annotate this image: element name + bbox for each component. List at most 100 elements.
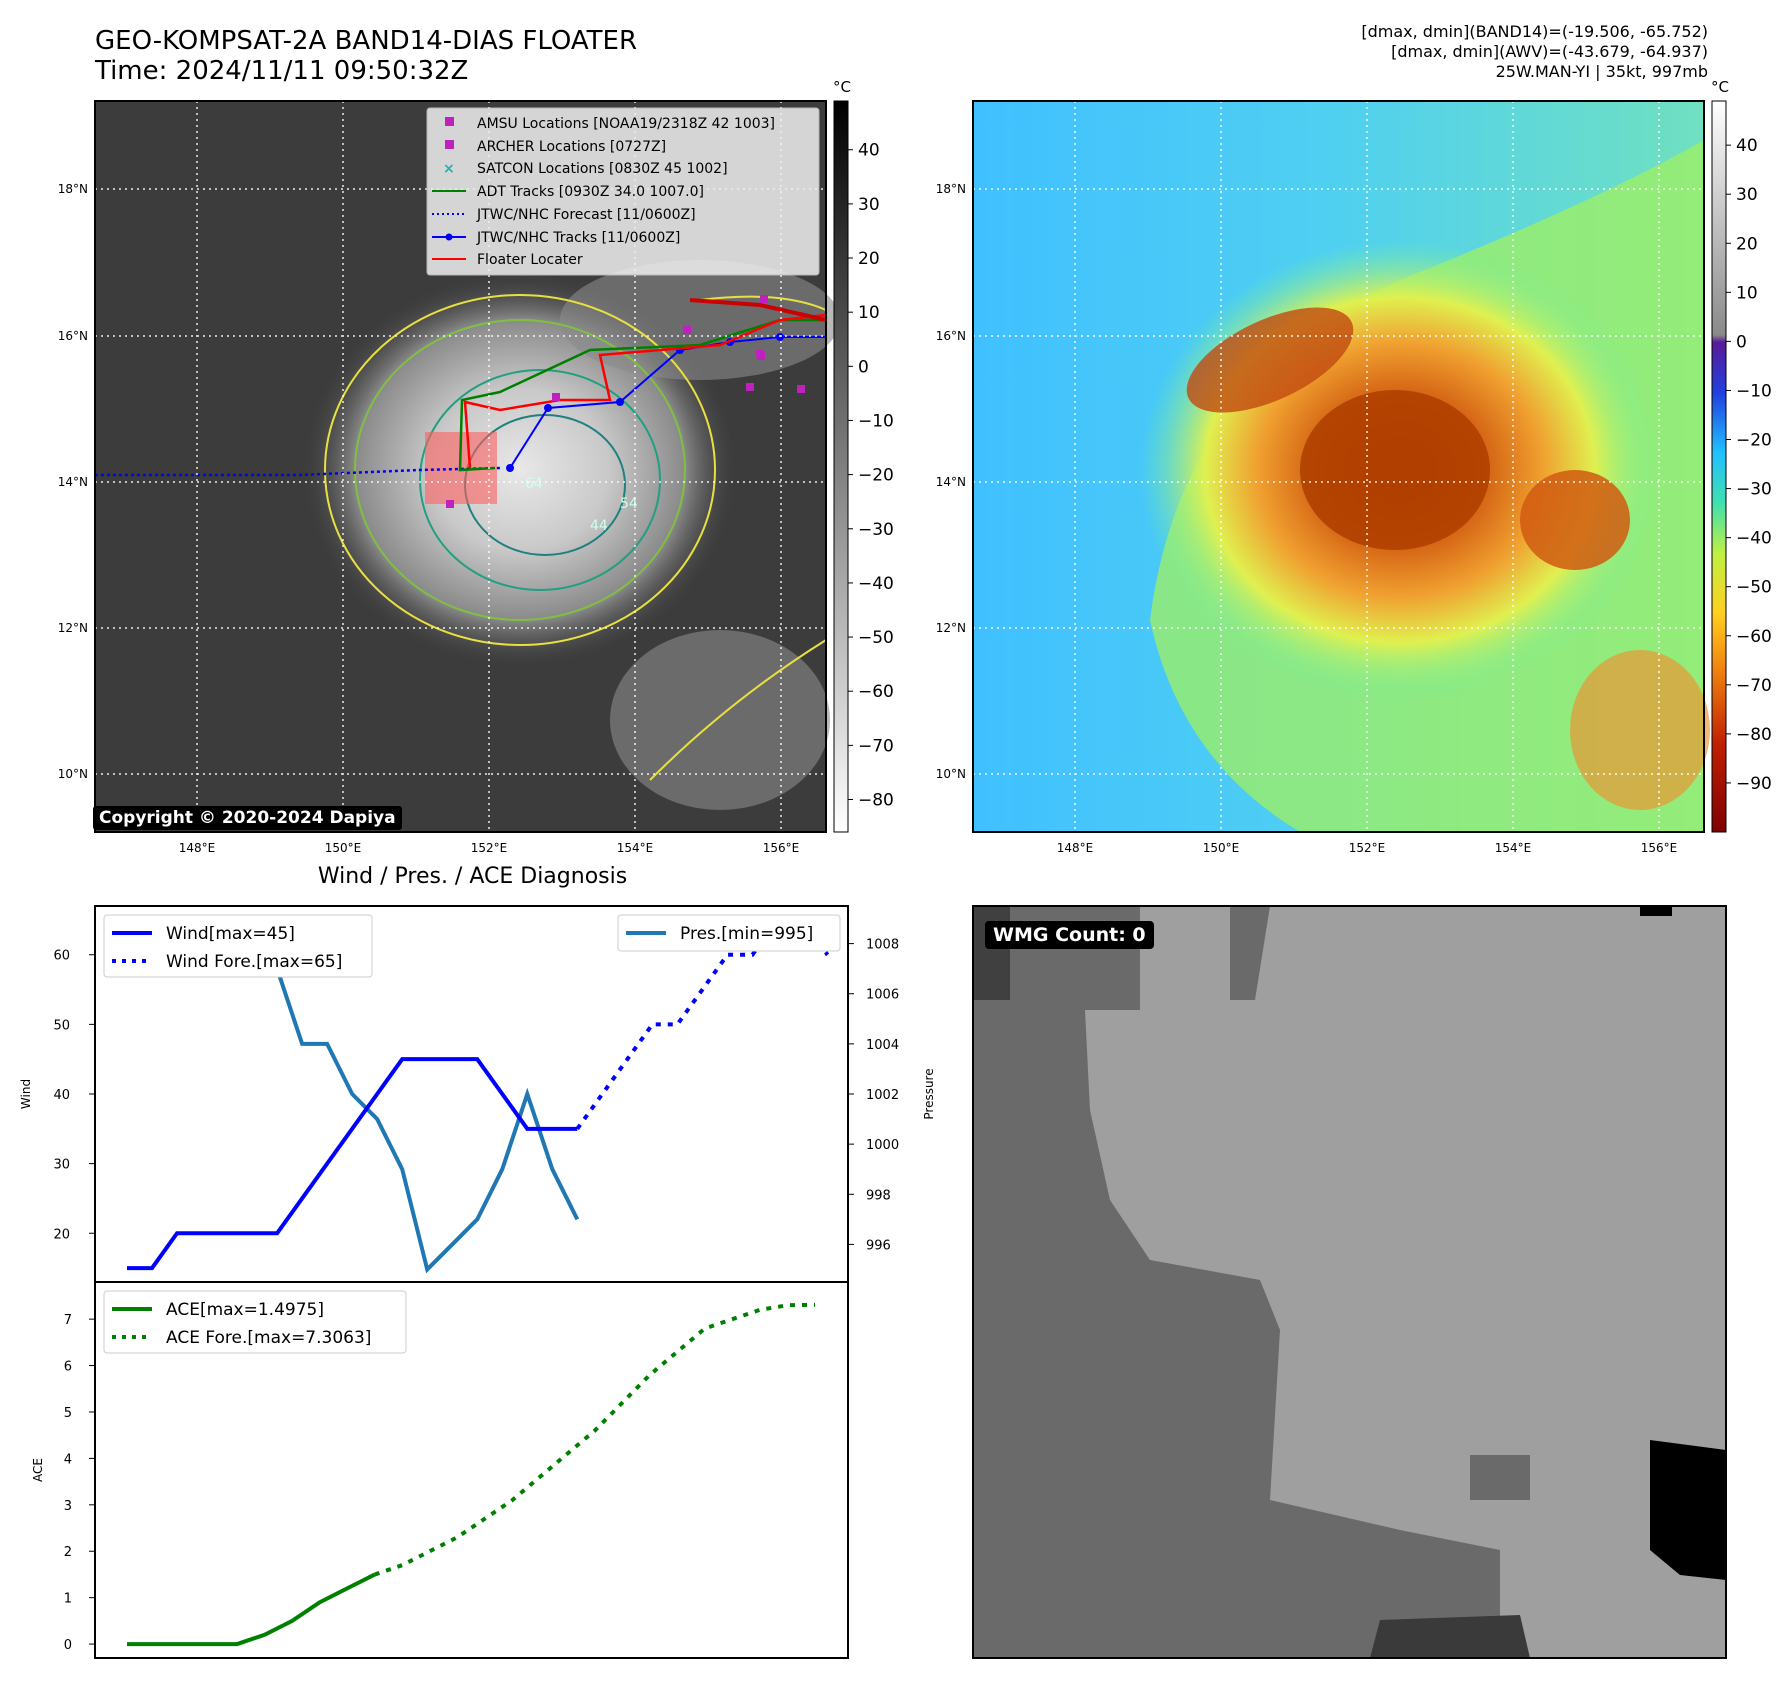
ace-line bbox=[127, 1572, 376, 1647]
wind-ytick-label: 60 bbox=[53, 949, 70, 964]
storm-info: [dmax, dmin](BAND14)=(-19.506, -65.752) … bbox=[1361, 22, 1708, 82]
gray-colorbar-unit: °C bbox=[833, 78, 851, 96]
pres-ytick-label: 1002 bbox=[866, 1088, 899, 1103]
legend-amsu: AMSU Locations [NOAA19/2318Z 42 1003] bbox=[477, 116, 775, 132]
lat-tick: 10°N bbox=[58, 767, 88, 781]
amsu-markers bbox=[446, 295, 805, 508]
pres-ytick-label: 1006 bbox=[866, 988, 899, 1003]
legend-box bbox=[426, 107, 820, 276]
legend-satcon-marker: × bbox=[443, 161, 455, 177]
wmg-dark-bottom bbox=[1370, 1615, 1530, 1658]
legend-locater: Floater Locater bbox=[477, 252, 583, 268]
title-line-2: Time: 2024/11/11 09:50:32Z bbox=[95, 56, 469, 86]
contour-green bbox=[354, 319, 686, 621]
legend-archer: ARCHER Locations [0727Z] bbox=[477, 139, 666, 155]
legend-amsu-marker bbox=[445, 117, 454, 126]
wmg-patch bbox=[1470, 1455, 1530, 1500]
ace-panel: 0 1 2 3 4 5 6 7 ACE ACE[max=1.4975] ACE Fore.[m… bbox=[31, 1281, 849, 1659]
color-map-frame bbox=[972, 100, 1705, 833]
figure-title: GEO-KOMPSAT-2A BAND14-DIAS FLOATER Time:… bbox=[95, 26, 637, 86]
lat-tick: 10°N bbox=[936, 767, 966, 781]
colorbar-tick-label: −30 bbox=[858, 520, 894, 540]
color-ir-map bbox=[972, 100, 1710, 833]
color-map-gridlines bbox=[973, 101, 1704, 832]
copyright-badge: Copyright © 2020-2024 Dapiya bbox=[93, 806, 402, 830]
colorbar-tick-label: 10 bbox=[1736, 283, 1758, 303]
cloud-band-ne bbox=[560, 260, 840, 380]
lat-tick: 14°N bbox=[58, 475, 88, 489]
contour-label-64: 64 bbox=[525, 476, 543, 492]
colorbar-tick-label: 40 bbox=[1736, 136, 1758, 156]
colorbar-tick-label: −20 bbox=[1736, 431, 1772, 451]
lon-tick: 156°E bbox=[763, 841, 800, 855]
pres-ytick-label: 1008 bbox=[866, 938, 899, 953]
gray-colorbar: °C 40 30 20 10 0 −10 −20 −30 −40 −50 −60 −70 −80 bbox=[833, 78, 894, 833]
pressure-ylabel: Pressure bbox=[922, 1068, 936, 1119]
pres-ytick-label: 1004 bbox=[866, 1038, 899, 1053]
wmg-dark-strip bbox=[1230, 906, 1270, 1000]
wind-legend-text: Wind[max=45] bbox=[166, 924, 295, 944]
lon-tick: 154°E bbox=[1495, 841, 1532, 855]
ace-ytick-label: 1 bbox=[64, 1592, 72, 1607]
ace-ytick-label: 5 bbox=[64, 1406, 72, 1421]
wmg-frame bbox=[972, 905, 1727, 1659]
wmg-dark-region bbox=[973, 906, 1500, 1658]
color-colorbar-unit: °C bbox=[1711, 78, 1729, 96]
legend-forecast: JTWC/NHC Forecast [11/0600Z] bbox=[476, 207, 696, 223]
colorbar-tick-label: −40 bbox=[1736, 529, 1772, 549]
lon-tick: 156°E bbox=[1641, 841, 1678, 855]
lat-tick: 16°N bbox=[58, 329, 88, 343]
colorbar-tick-label: −40 bbox=[858, 574, 894, 594]
wmg-panel bbox=[972, 905, 1727, 1659]
lat-tick: 18°N bbox=[936, 182, 966, 196]
contour-band-2 bbox=[649, 639, 827, 781]
ace-legend-text: ACE[max=1.4975] bbox=[166, 1300, 324, 1320]
ace-ytick-label: 0 bbox=[64, 1638, 72, 1653]
wind-pressure-panel: 20 30 40 50 60 996 998 1000 1002 1004 1006 1008 Wi… bbox=[19, 905, 936, 1283]
wind-ytick-label: 50 bbox=[53, 1018, 70, 1033]
ace-fore-legend-text: ACE Fore.[max=7.3063] bbox=[166, 1328, 371, 1348]
colorbar-tick-label: 30 bbox=[858, 195, 880, 215]
colorbar-tick-label: 20 bbox=[858, 249, 880, 269]
outer-band-cell bbox=[1520, 470, 1630, 570]
colorbar-tick-label: −50 bbox=[858, 628, 894, 648]
ace-ylabel: ACE bbox=[31, 1458, 45, 1482]
colorbar-tick-label: 20 bbox=[1736, 234, 1758, 254]
lon-tick: 150°E bbox=[1203, 841, 1240, 855]
wind-ylabel: Wind bbox=[19, 1079, 33, 1109]
colorbar-tick-label: −60 bbox=[858, 682, 894, 702]
color-colorbar: °C 40 30 20 10 0 −10 −20 −30 −40 −50 −60 −70 −80 −90 bbox=[1711, 78, 1772, 833]
right-map-ticks: 148°E 150°E 152°E 154°E 156°E 18°N 16°N … bbox=[936, 182, 1678, 855]
lon-tick: 150°E bbox=[325, 841, 362, 855]
map-frame bbox=[94, 100, 827, 833]
adt-track-line bbox=[458, 318, 826, 472]
lon-tick: 148°E bbox=[179, 841, 216, 855]
lat-tick: 16°N bbox=[936, 329, 966, 343]
pres-legend-text: Pres.[min=995] bbox=[680, 924, 813, 944]
colorbar-tick-label: −10 bbox=[858, 411, 894, 431]
gray-colorbar-bar bbox=[833, 100, 849, 833]
colorbar-tick-label: −70 bbox=[858, 736, 894, 756]
lon-tick: 148°E bbox=[1057, 841, 1094, 855]
jtwc-track-points bbox=[506, 333, 784, 472]
colorbar-tick-label: 10 bbox=[858, 303, 880, 323]
lat-tick: 12°N bbox=[58, 621, 88, 635]
colorbar-tick-label: 40 bbox=[858, 141, 880, 161]
colorbar-tick-label: 0 bbox=[1736, 332, 1747, 352]
legend-archer-marker bbox=[445, 140, 454, 149]
floater-locater-line bbox=[463, 313, 827, 469]
wmg-count-badge: WMG Count: 0 bbox=[985, 921, 1154, 949]
color-colorbar-bar bbox=[1711, 100, 1727, 833]
pres-ytick-label: 1000 bbox=[866, 1138, 899, 1153]
colorbar-tick-label: −20 bbox=[858, 466, 894, 486]
lat-tick: 18°N bbox=[58, 182, 88, 196]
wind-legend-box bbox=[103, 914, 373, 978]
info-line-3: 25W.MAN-YI | 35kt, 997mb bbox=[1495, 62, 1708, 81]
lon-tick: 152°E bbox=[1349, 841, 1386, 855]
ace-ytick-label: 6 bbox=[64, 1360, 72, 1375]
contour-label-44: 44 bbox=[590, 518, 608, 534]
contour-yellow bbox=[324, 294, 716, 646]
info-line-1: [dmax, dmin](BAND14)=(-19.506, -65.752) bbox=[1361, 22, 1708, 41]
colorbar-tick-label: −30 bbox=[1736, 480, 1772, 500]
colorbar-tick-label: −60 bbox=[1736, 627, 1772, 647]
